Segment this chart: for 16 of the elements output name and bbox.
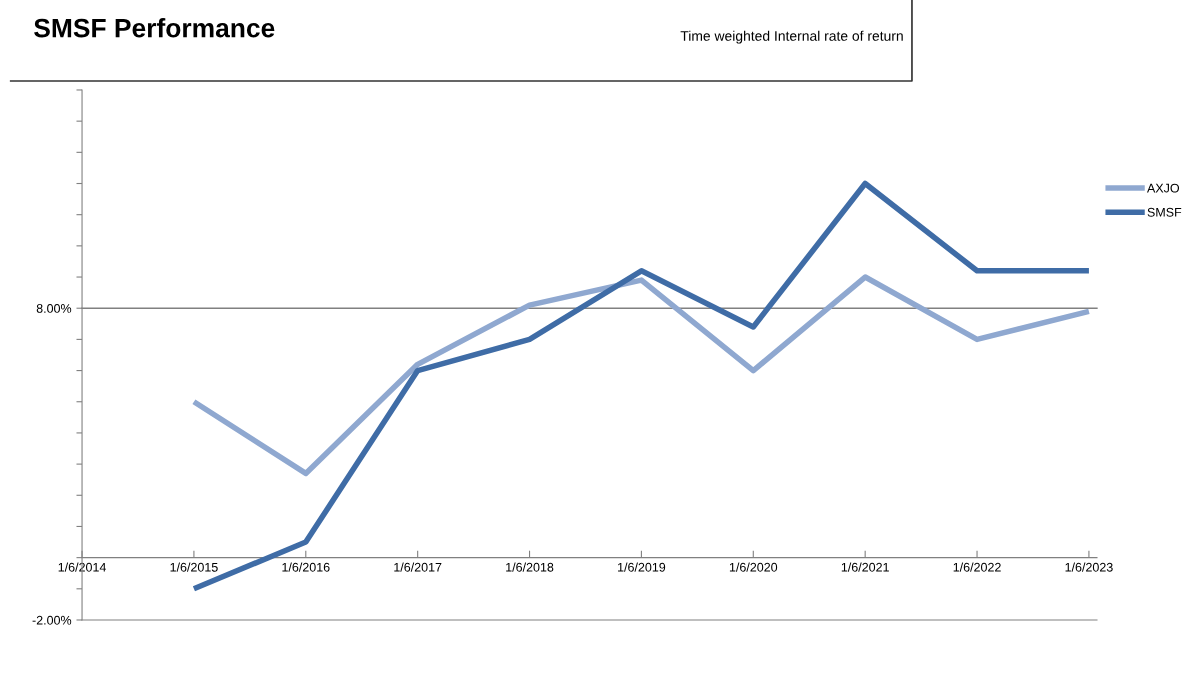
x-tick-label: 1/6/2014 xyxy=(58,562,107,572)
chart-title: SMSF Performance xyxy=(34,18,275,38)
x-tick-label: 1/6/2023 xyxy=(1065,562,1113,572)
x-tick-label: 1/6/2021 xyxy=(841,562,889,572)
x-tick-label: 1/6/2017 xyxy=(394,562,442,572)
y-tick-label: 8.00% xyxy=(36,304,72,313)
x-tick-label: 1/6/2016 xyxy=(282,562,330,572)
x-tick-label: 1/6/2015 xyxy=(170,562,218,572)
legend-label: AXJO xyxy=(1147,183,1180,193)
x-tick-label: 1/6/2022 xyxy=(953,562,1001,572)
x-tick-label: 1/6/2020 xyxy=(729,562,778,572)
chart-subtitle: Time weighted Internal rate of return xyxy=(680,30,903,44)
y-tick-label: -2.00% xyxy=(32,615,72,625)
x-tick-label: 1/6/2019 xyxy=(618,562,666,572)
x-tick-label: 1/6/2018 xyxy=(506,562,554,572)
legend-label: SMSF xyxy=(1147,207,1182,217)
